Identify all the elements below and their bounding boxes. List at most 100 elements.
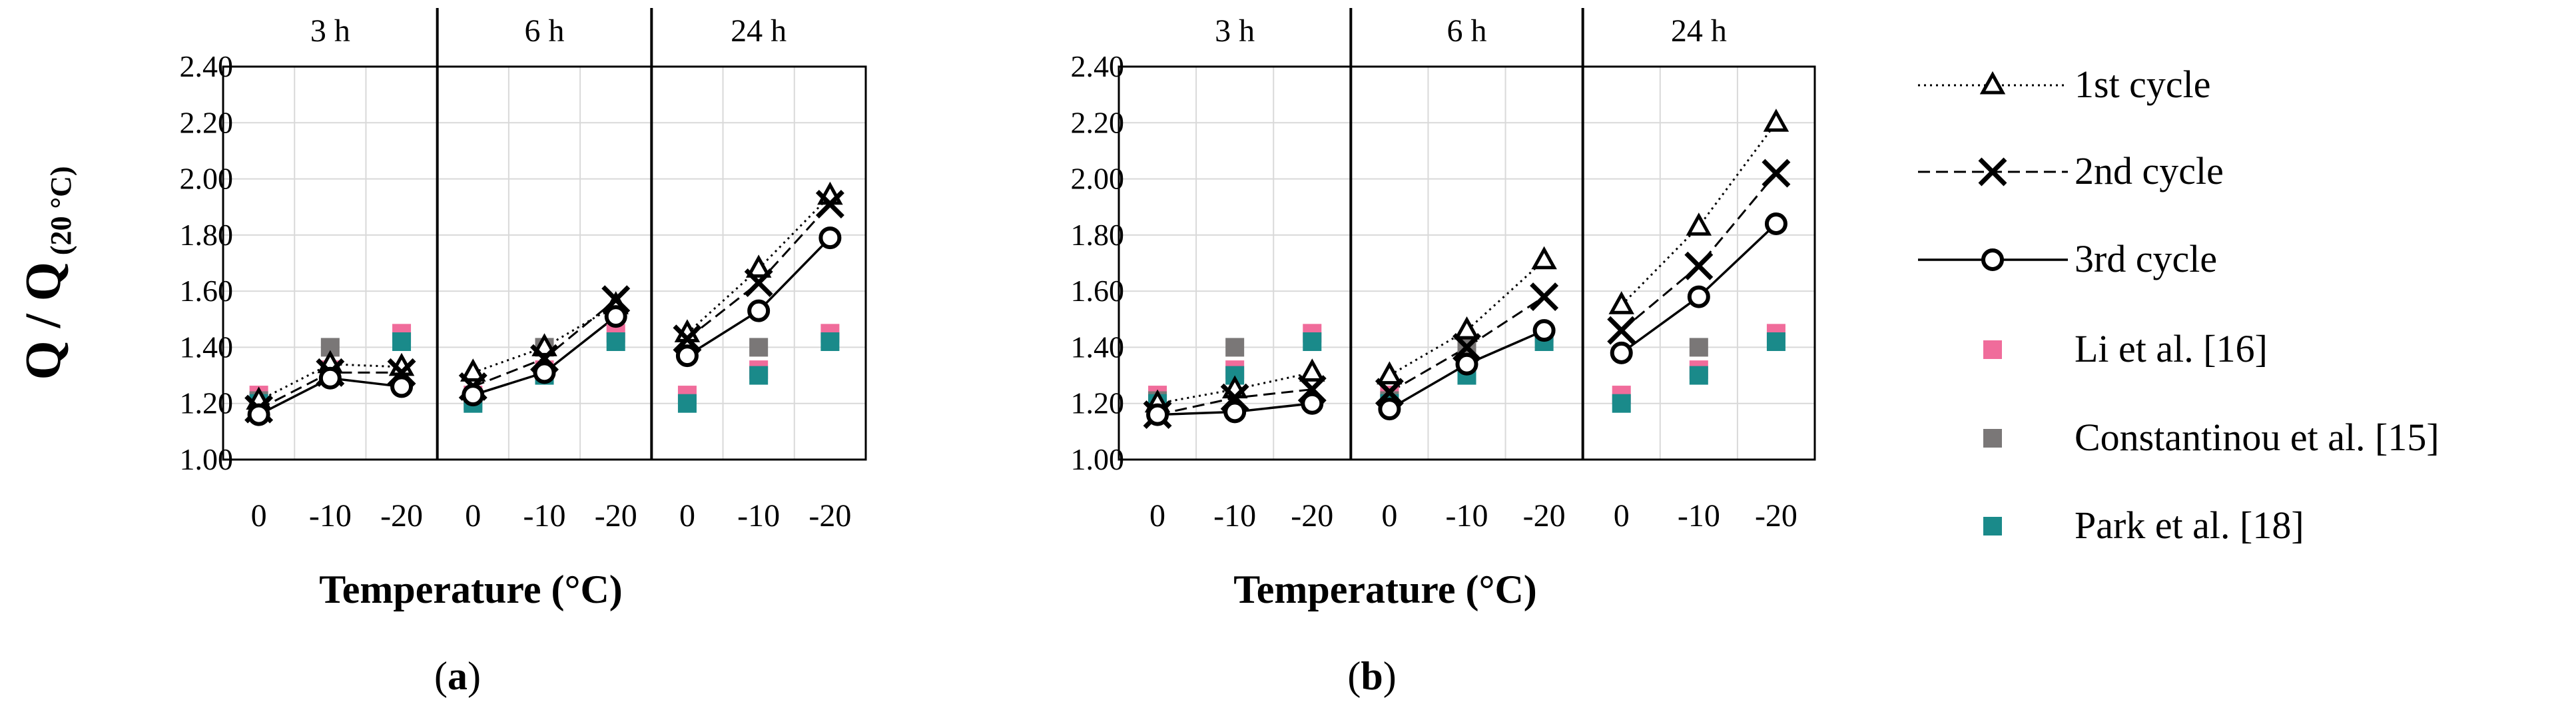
panel-label: (a) [434,654,481,698]
legend-label: Constantinou et al. [15] [2075,416,2439,459]
x-tick-label: -10 [1678,498,1720,534]
legend-label: 2nd cycle [2075,149,2224,192]
data-point [601,285,631,314]
data-point [1532,319,1556,342]
data-point [1223,400,1247,424]
x-tick-label: -20 [1291,498,1333,534]
group-label: 24 h [1671,13,1727,49]
data-point [1608,291,1634,314]
chart-panel-a: 1.001.201.401.601.802.002.202.403 h0 -10-… [180,8,867,698]
legend-marker [1979,71,2006,95]
legend-marker [1981,248,2004,271]
legend: 1st cycle 2nd cycle 3rd cycle Li et al. [16… [1918,63,2439,547]
data-point [1452,332,1481,362]
y-tick-label: 2.20 [180,105,234,139]
data-point [1299,358,1325,382]
series-line [1620,122,1777,306]
data-point [318,366,342,390]
x-tick-label: 0 [1149,498,1165,534]
panel-label-letter: b [1361,654,1383,698]
x-tick-label: -10 [1446,498,1488,534]
y-tick-label: 2.00 [180,162,234,196]
panel-label-letter: a [448,654,468,698]
data-point [820,332,840,351]
y-axis-label-main: Q / Q [15,262,71,380]
data-point [247,403,270,426]
legend-marker [1983,517,2002,536]
data-point [1689,338,1708,357]
data-point [677,394,697,413]
data-point [531,333,557,356]
data-point [1686,212,1712,236]
x-tick-label: -10 [737,498,780,534]
data-point [749,366,769,385]
legend-marker [1983,429,2002,448]
data-point [1301,392,1324,415]
legend-label: 1st cycle [2075,63,2211,106]
data-point [1762,159,1791,188]
y-tick-label: 1.80 [1071,218,1125,252]
data-point [815,190,844,218]
x-tick-label: -10 [523,498,566,534]
legend-marker [1983,340,2002,359]
legend-marker [1978,157,2007,186]
plot-frame [222,65,867,461]
y-tick-label: 1.60 [1071,274,1125,308]
x-tick-label: -20 [808,498,851,534]
data-point [675,344,699,368]
y-tick-label: 1.20 [180,386,234,420]
data-point [1225,338,1245,357]
data-point [533,361,556,384]
group-label: 3 h [1215,13,1255,49]
data-point [1612,394,1631,413]
panel-label-close: ) [1383,654,1397,698]
data-point [1766,332,1785,351]
x-tick-label: 0 [465,498,481,534]
x-tick-label: -10 [1213,498,1256,534]
data-point [1303,332,1322,351]
data-point [1530,282,1559,312]
data-point [462,384,485,407]
y-tick-label: 1.80 [180,218,234,252]
data-point [1763,109,1789,132]
data-point [1764,212,1787,235]
data-point [749,338,769,357]
y-tick-label: 1.20 [1071,386,1125,420]
panel-label: (b) [1347,654,1396,698]
data-point [1146,403,1169,426]
data-point [1607,316,1636,345]
data-point [390,375,414,398]
panel-label-open: ( [434,654,448,698]
data-point [744,268,773,297]
panel-label-close: ) [468,654,481,698]
series-line [258,363,402,402]
group-label: 24 h [731,13,787,49]
plot-frame [1118,65,1816,461]
data-point [818,226,842,250]
data-point [1454,316,1480,340]
x-tick-label: 0 [679,498,695,534]
y-tick-label: 2.40 [1071,49,1125,83]
x-tick-label: 0 [1381,498,1397,534]
x-tick-label: -20 [1755,498,1797,534]
x-axis-label: Temperature (°C) [319,567,623,611]
x-tick-label: -20 [595,498,637,534]
y-tick-label: 1.40 [180,330,234,364]
x-axis-label: Temperature (°C) [1233,567,1537,611]
x-tick-label: 0 [1614,498,1630,534]
legend-label: 3rd cycle [2075,237,2217,280]
panel-label-open: ( [1347,654,1361,698]
x-tick-label: -20 [380,498,423,534]
chart-panel-b: 1.001.201.401.601.802.002.202.403 h0 -10-… [1071,8,1816,698]
group-label: 6 h [1447,13,1487,49]
data-point [604,305,627,328]
series-line [1389,296,1545,394]
data-point [1531,246,1557,270]
data-point [1377,361,1403,385]
y-tick-label: 1.40 [1071,330,1125,364]
y-axis-label: Q / Q (20 °C) [15,166,77,380]
data-point [747,299,771,322]
data-point [745,254,772,278]
legend-label: Park et al. [18] [2075,504,2304,547]
